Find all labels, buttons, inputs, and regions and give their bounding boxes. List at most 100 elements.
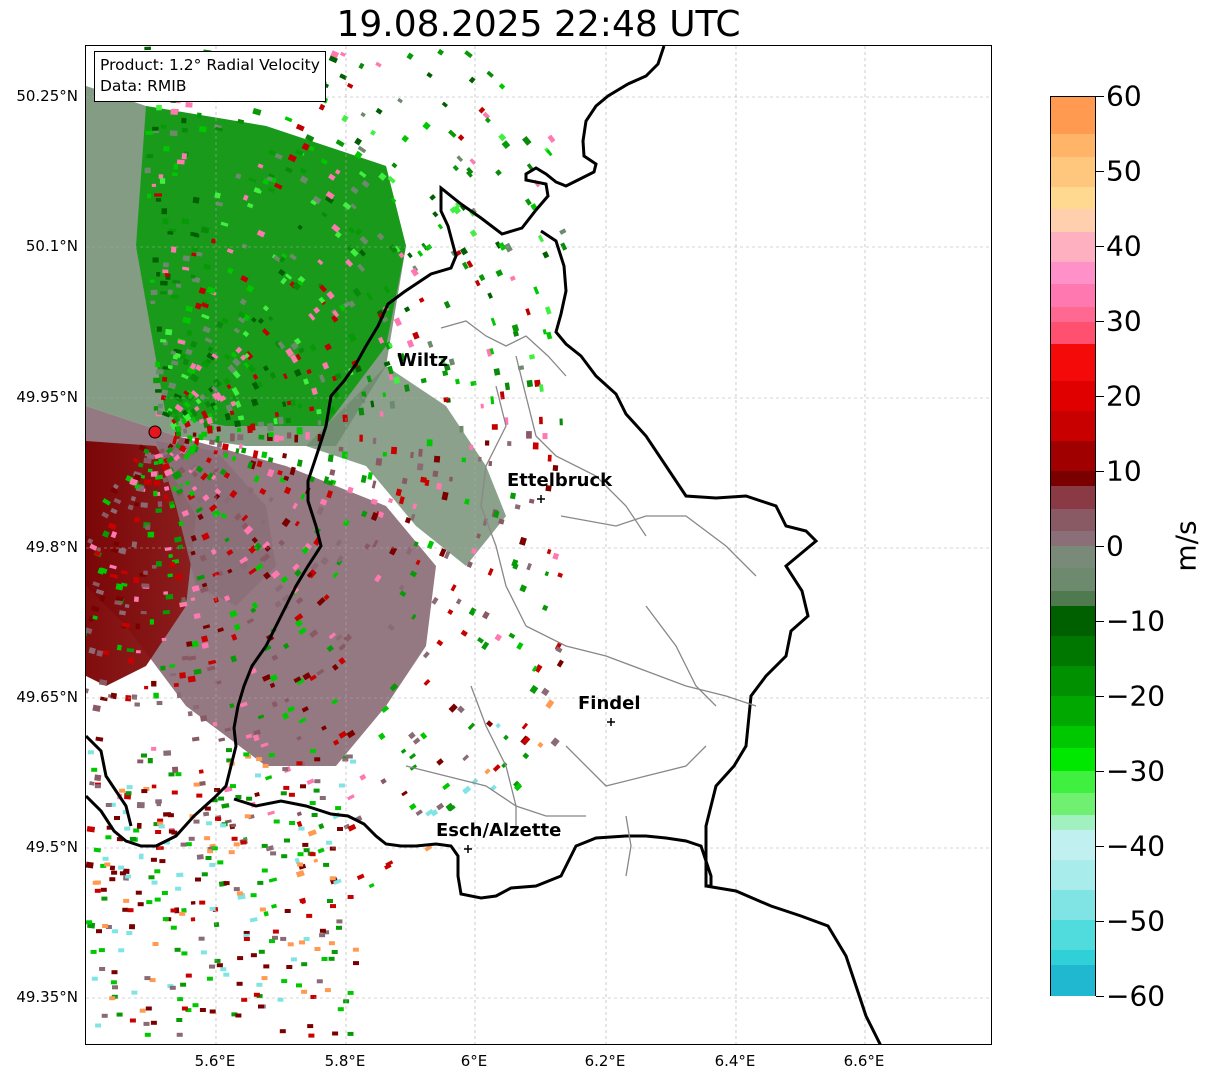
colorbar-band	[1051, 950, 1095, 966]
colorbar-tick-label: −40	[1106, 829, 1166, 863]
colorbar-tick-label: 50	[1106, 154, 1142, 188]
colorbar-band	[1051, 965, 1095, 996]
echo-pixel	[257, 317, 264, 324]
echo-pixel	[201, 313, 210, 320]
echo-pixel	[455, 378, 460, 385]
echo-pixel	[261, 328, 270, 337]
echo-pixel	[478, 106, 486, 114]
echo-pixel	[416, 463, 424, 471]
echo-pixel	[157, 821, 164, 826]
echo-pixel	[282, 642, 290, 650]
echo-pixel	[461, 261, 469, 270]
lon-tick-label: 5.8°E	[324, 1052, 366, 1070]
echo-pixel	[488, 460, 493, 467]
echo-pixel	[191, 736, 200, 742]
echo-pixel	[524, 198, 532, 206]
echo-pixel	[242, 194, 249, 201]
echo-pixel	[234, 420, 241, 428]
echo-pixel	[306, 778, 315, 785]
echo-pixel	[161, 891, 168, 895]
echo-pixel	[336, 919, 343, 924]
echo-pixel	[95, 588, 105, 596]
echo-pixel	[231, 455, 237, 462]
echo-pixel	[215, 127, 223, 132]
echo-pixel	[127, 908, 134, 913]
echo-pixel	[167, 410, 173, 416]
echo-pixel	[541, 604, 549, 612]
echo-pixel	[338, 657, 346, 665]
colorbar-tick	[1096, 771, 1104, 772]
echo-pixel	[167, 813, 174, 818]
echo-pixel	[306, 368, 312, 375]
echo-pixel	[233, 842, 240, 847]
echo-pixel	[295, 596, 304, 605]
echo-pixel	[163, 486, 170, 492]
colorbar-band	[1051, 695, 1095, 727]
echo-pixel	[153, 130, 159, 134]
echo-pixel	[189, 373, 200, 383]
echo-pixel	[242, 330, 250, 338]
echo-pixel	[474, 279, 481, 287]
echo-pixel	[86, 920, 93, 925]
echo-pixel	[382, 392, 387, 398]
echo-pixel	[177, 436, 186, 446]
echo-pixel	[124, 604, 130, 608]
radar-map[interactable]	[85, 45, 992, 1045]
echo-pixel	[387, 175, 396, 184]
echo-pixel	[531, 665, 538, 672]
echo-pixel	[125, 874, 132, 879]
echo-pixel	[172, 436, 178, 445]
echo-pixel	[356, 873, 365, 881]
echo-pixel	[220, 512, 228, 520]
echo-pixel	[156, 369, 164, 375]
echo-pixel	[241, 243, 248, 249]
echo-pixel	[547, 134, 556, 143]
echo-pixel	[195, 877, 201, 882]
colorbar-band	[1051, 568, 1095, 592]
echo-pixel	[137, 462, 144, 468]
echo-pixel	[140, 610, 147, 615]
echo-pixel	[169, 561, 176, 569]
echo-pixel	[101, 511, 110, 519]
echo-pixel	[181, 266, 190, 271]
radar-echoes	[86, 46, 568, 1038]
echo-pixel	[229, 609, 238, 618]
echo-pixel	[437, 48, 444, 56]
echo-pixel	[311, 813, 318, 817]
echo-pixel	[167, 573, 173, 578]
echo-pixel	[390, 197, 397, 204]
echo-pixel	[254, 563, 264, 572]
echo-pixel	[199, 393, 207, 401]
echo-pixel	[232, 370, 241, 379]
echo-pixel	[198, 936, 205, 941]
echo-pixel	[209, 906, 216, 911]
echo-pixel	[213, 378, 223, 388]
echo-pixel	[389, 546, 398, 556]
echo-pixel	[367, 471, 373, 480]
echo-pixel	[287, 942, 294, 947]
echo-pixel	[274, 153, 283, 160]
echo-pixel	[110, 692, 118, 700]
colorbar-tick-label: 30	[1106, 304, 1142, 338]
echo-pixel	[206, 665, 216, 672]
echo-pixel	[163, 146, 170, 152]
echo-pixel	[197, 513, 204, 521]
echo-pixel	[281, 979, 288, 984]
echo-pixel	[267, 315, 274, 322]
lat-tick-label: 49.35°N	[16, 988, 78, 1006]
echo-pixel	[162, 218, 169, 225]
echo-pixel	[145, 524, 151, 530]
radar-site-marker	[148, 425, 162, 439]
echo-pixel	[87, 750, 94, 755]
echo-pixel	[329, 876, 336, 881]
echo-pixel	[322, 361, 330, 370]
lat-tick-label: 49.8°N	[25, 538, 78, 556]
echo-pixel	[133, 517, 141, 523]
echo-pixel	[484, 117, 491, 124]
echo-pixel	[104, 862, 111, 867]
echo-pixel	[378, 336, 385, 344]
echo-pixel	[432, 211, 439, 218]
echo-pixel	[552, 552, 560, 560]
echo-pixel	[143, 787, 150, 791]
echo-pixel	[493, 368, 501, 376]
